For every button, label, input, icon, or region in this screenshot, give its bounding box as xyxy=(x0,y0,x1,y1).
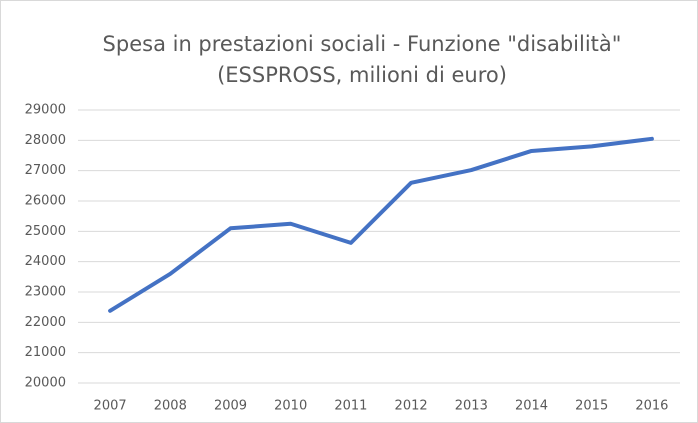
y-tick-label: 26000 xyxy=(25,194,66,209)
x-tick-label: 2013 xyxy=(455,399,488,414)
x-tick-label: 2009 xyxy=(214,399,247,414)
x-tick-label: 2010 xyxy=(274,399,307,414)
y-tick-label: 28000 xyxy=(25,133,66,148)
y-tick-label: 20000 xyxy=(25,376,66,391)
y-tick-label: 25000 xyxy=(25,224,66,239)
x-tick-label: 2011 xyxy=(334,399,367,414)
chart-title: (ESSPROSS, milioni di euro) xyxy=(217,63,507,87)
y-tick-label: 22000 xyxy=(25,315,66,330)
y-tick-label: 27000 xyxy=(25,163,66,178)
x-tick-label: 2008 xyxy=(154,399,187,414)
data-line xyxy=(108,136,654,313)
x-tick-label: 2012 xyxy=(395,399,428,414)
x-tick-label: 2007 xyxy=(94,399,127,414)
y-tick-label: 21000 xyxy=(25,345,66,360)
y-tick-label: 23000 xyxy=(25,285,66,300)
y-tick-label: 24000 xyxy=(25,254,66,269)
chart-title: Spesa in prestazioni sociali - Funzione … xyxy=(103,32,622,56)
x-tick-label: 2014 xyxy=(515,399,548,414)
x-tick-label: 2016 xyxy=(635,399,668,414)
x-tick-label: 2015 xyxy=(575,399,608,414)
y-tick-label: 29000 xyxy=(25,103,66,118)
